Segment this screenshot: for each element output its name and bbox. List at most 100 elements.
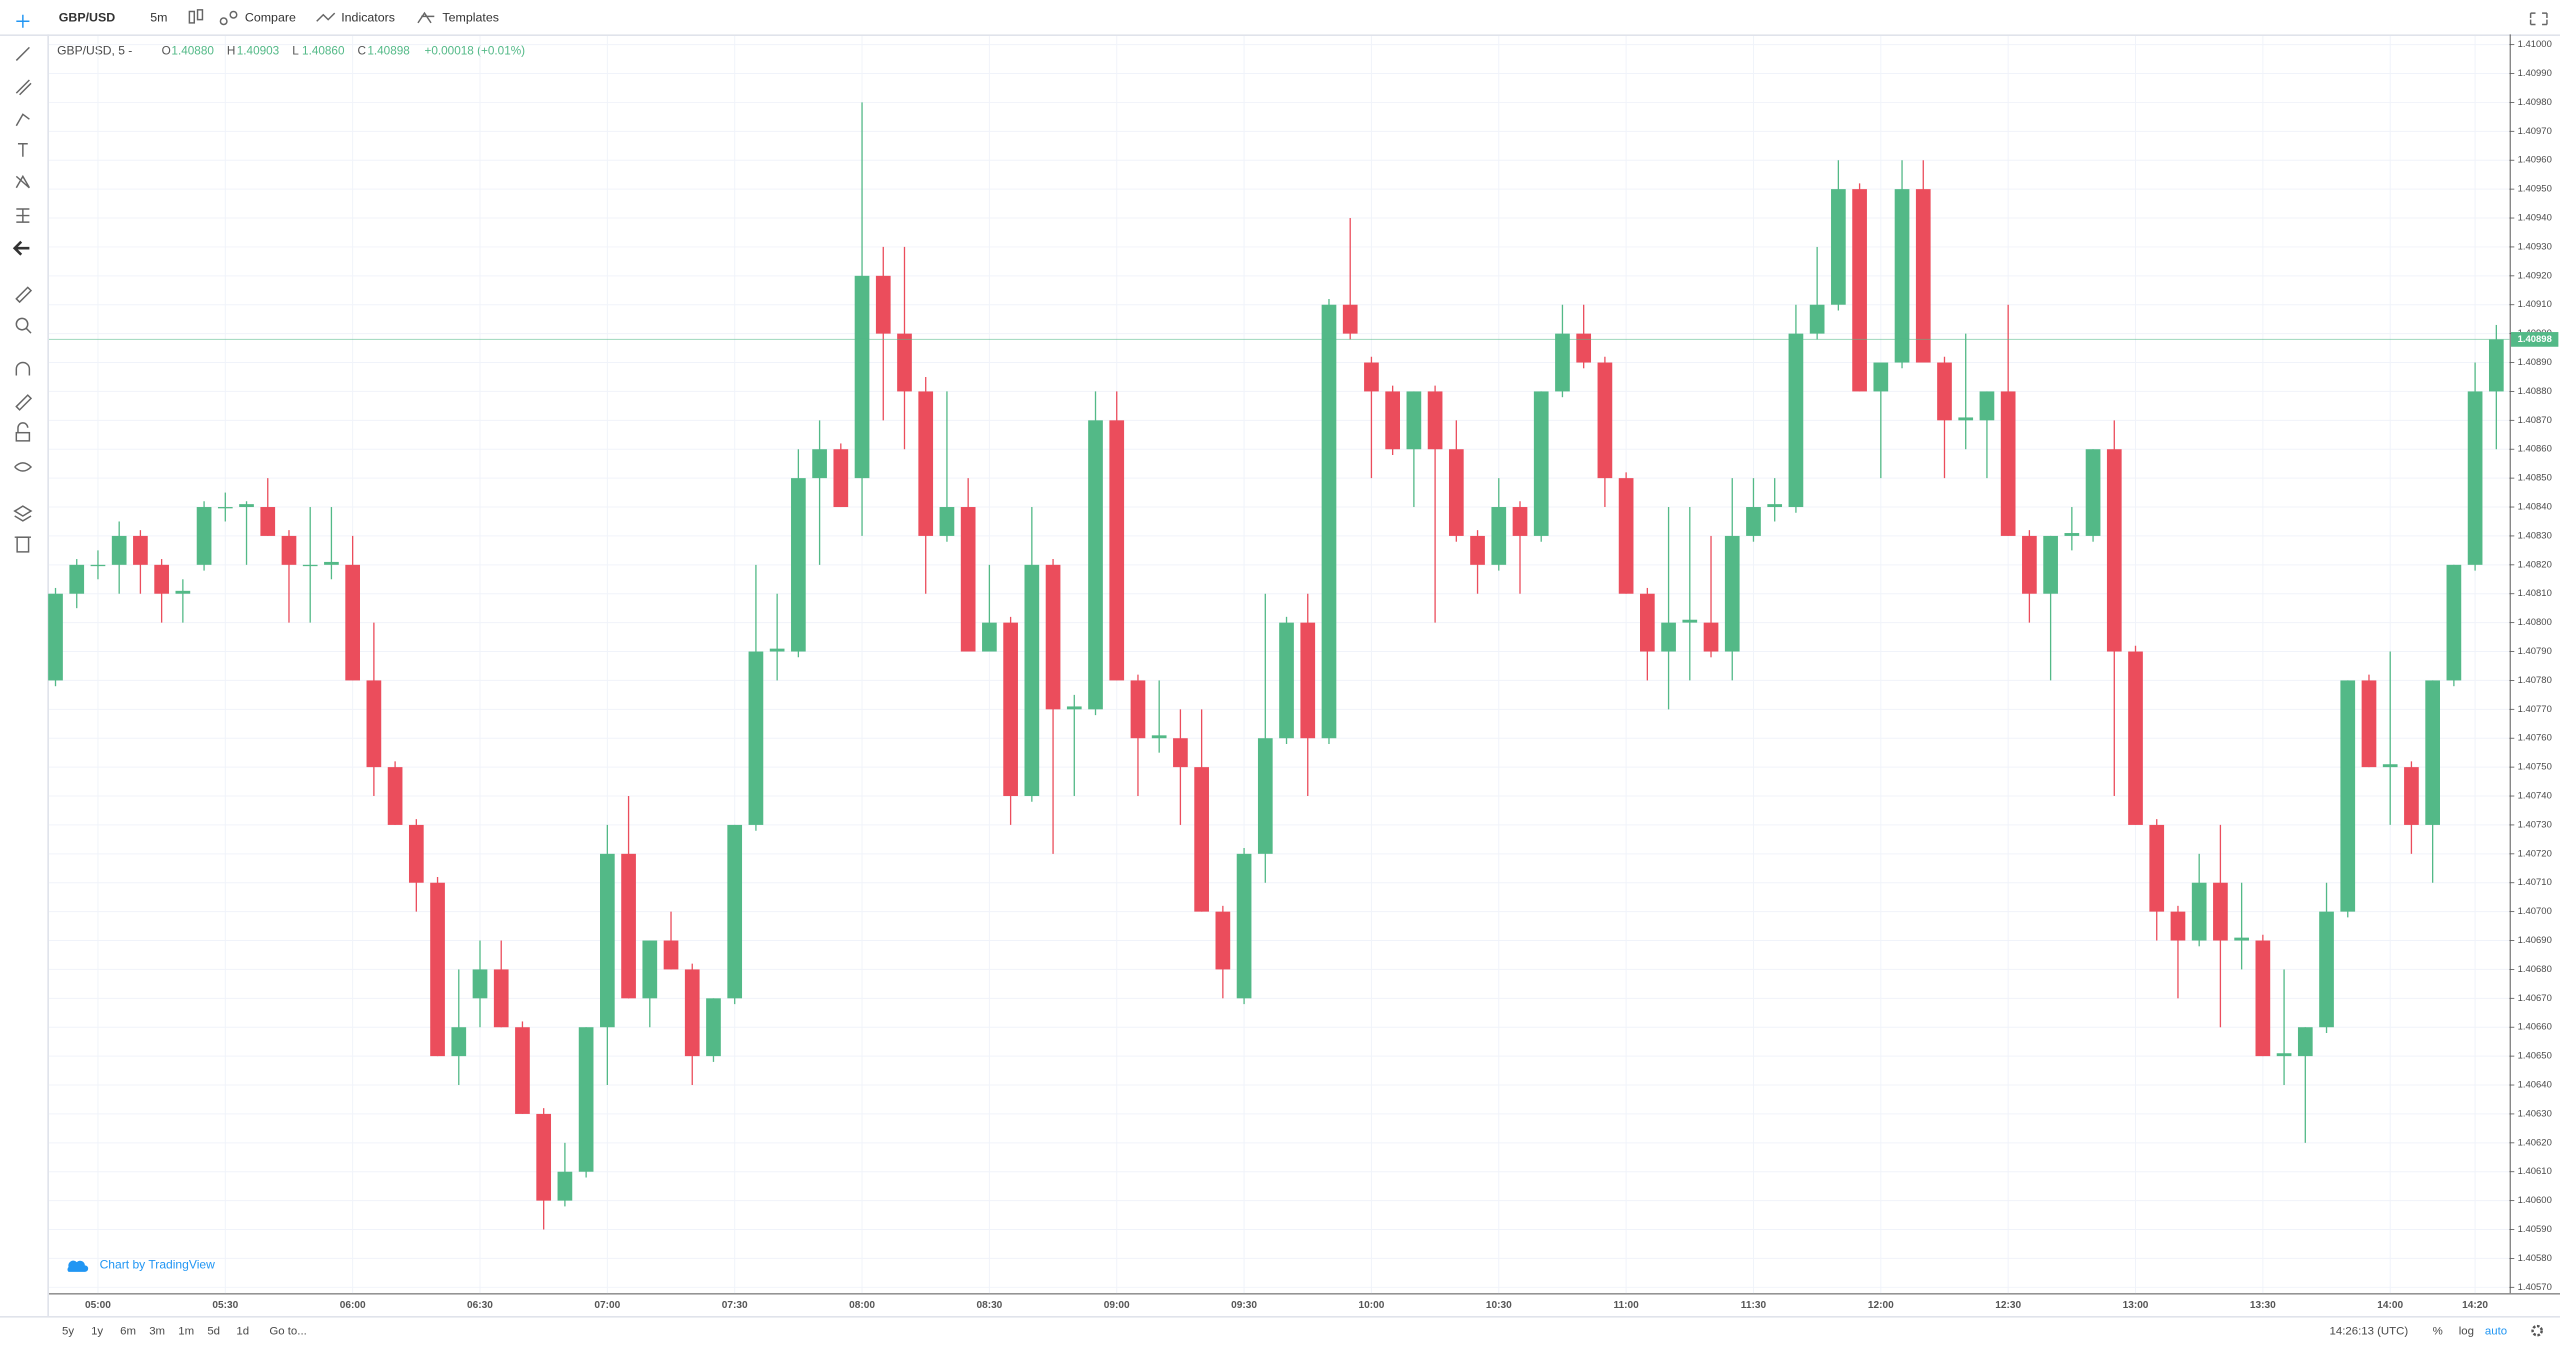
candle-body [430,882,445,1057]
y-tick-label: 1.40930 [2518,241,2552,252]
x-tick-label: 09:00 [1104,1300,1130,1311]
candle-body [493,969,509,1028]
candle-body [2255,940,2271,1057]
range-button[interactable]: 6m [120,1325,136,1337]
clock: 14:26:13 (UTC) [2330,1325,2409,1337]
y-tick-label: 1.40920 [2518,270,2552,281]
drawing-tools[interactable] [12,14,33,553]
candle-body [875,275,891,334]
candle-body [1894,189,1910,363]
scale-option[interactable]: % [2433,1325,2443,1337]
legend-key: H [227,45,236,58]
candle-body [2106,449,2122,652]
y-tick-label: 1.40660 [2518,1022,2552,1033]
y-tick-label: 1.40830 [2518,530,2552,541]
candle-body [706,998,721,1057]
candle-body [1406,391,1422,450]
compare-button[interactable]: Compare [245,10,296,24]
watermark[interactable]: Chart by TradingView [100,1258,216,1272]
candle-body [1279,622,1294,739]
x-tick-label: 07:30 [722,1300,748,1311]
candle-body [1130,680,1146,739]
candle-body [1491,507,1507,565]
candle-body [1470,535,1485,565]
candle-body [748,651,764,825]
candle-body [1257,738,1273,854]
compare-icon[interactable] [219,10,238,26]
indicators-button[interactable]: Indicators [341,10,395,24]
y-tick-label: 1.40970 [2518,126,2552,137]
candle-body [2425,680,2440,825]
goto-button[interactable]: Go to... [269,1325,306,1337]
candle-body [1915,189,1931,363]
chart-style-icon[interactable] [188,9,204,24]
x-tick-label: 08:30 [976,1300,1002,1311]
candle-body [2276,1053,2292,1057]
candle-body [90,564,106,567]
candle-body [1703,622,1719,652]
fullscreen-icon[interactable] [2529,12,2548,26]
range-button[interactable]: 5d [207,1325,220,1337]
candle-body [684,969,700,1057]
candle-body [451,1027,467,1057]
x-tick-label: 06:00 [340,1300,366,1311]
candle-body [2000,391,2016,536]
x-tick-label: 11:30 [1741,1300,1767,1311]
candle-body [1852,189,1867,392]
candle-body [769,648,785,652]
y-tick-label: 1.40820 [2518,559,2552,570]
scale-option[interactable]: auto [2485,1325,2507,1337]
candle-body [854,275,870,479]
range-button[interactable]: 1m [178,1325,194,1337]
y-tick-label: 1.40750 [2518,762,2552,773]
legend-value: 1.40880 [171,45,214,58]
candle-body [1427,391,1443,450]
y-tick-label: 1.40960 [2518,155,2552,166]
candle-body [2297,1027,2313,1057]
candle-body [982,622,997,652]
candle-body [260,507,276,536]
candle-body [1194,767,1209,912]
candle-body [1979,391,1995,421]
candle-body [2170,911,2186,941]
indicators-icon[interactable] [316,12,336,22]
candle-body [1385,391,1400,450]
range-button[interactable]: 5y [62,1325,74,1337]
symbol[interactable]: GBP/USD [59,10,116,24]
candle-body [918,391,934,536]
y-tick-label: 1.40860 [2518,444,2552,455]
candle-body [1066,706,1082,710]
candle-body [1873,362,1889,392]
scale-option[interactable]: log [2459,1325,2474,1337]
candle-body [515,1027,530,1114]
range-button[interactable]: 1y [91,1325,103,1337]
templates-icon[interactable] [417,11,435,24]
candle-body [939,507,955,536]
interval[interactable]: 5m [150,10,167,24]
candle-body [663,940,679,970]
settings-icon[interactable] [2531,1324,2543,1337]
candle-body [1767,504,1783,508]
x-tick-label: 12:30 [1995,1300,2021,1311]
legend-key: O [162,45,171,58]
y-tick-label: 1.40650 [2518,1051,2552,1062]
candle-body [621,853,636,999]
candle-body [2022,535,2037,594]
y-tick-label: 1.40980 [2518,97,2552,108]
candle-body [2128,651,2143,825]
candle-body [1151,735,1167,739]
templates-button[interactable]: Templates [442,10,498,24]
candle-body [2467,391,2483,565]
y-tick-label: 1.41000 [2518,39,2552,50]
bottom-bar: 5y 1y 6m 3m 1m 5d 1d% log auto [62,1325,2507,1337]
candle-body [366,680,382,768]
candle-body [1512,507,1528,536]
candle-body [2446,564,2462,681]
candle-body [1937,362,1952,421]
range-button[interactable]: 1d [236,1325,249,1337]
range-button[interactable]: 3m [149,1325,165,1337]
candle-body [1555,333,1570,392]
y-tick-label: 1.40680 [2518,964,2552,975]
candle-body [1533,391,1549,536]
